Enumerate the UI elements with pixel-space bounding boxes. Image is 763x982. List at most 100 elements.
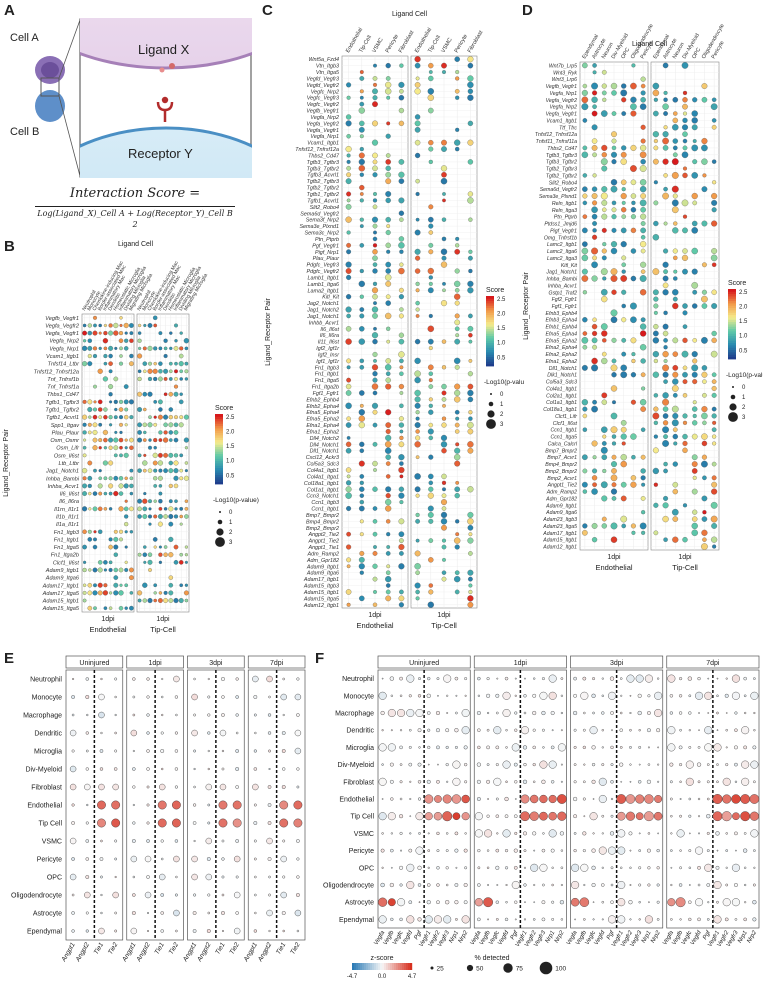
dot [454, 575, 461, 583]
dot [173, 422, 179, 427]
facet-header [666, 655, 760, 669]
row-label: Tgfb3_Tgfbr3 [307, 160, 339, 166]
dot [158, 560, 163, 564]
dot [193, 785, 196, 789]
dot [408, 694, 412, 698]
dot [591, 213, 598, 220]
dot [71, 857, 75, 861]
dot [399, 831, 403, 835]
dot [638, 866, 642, 870]
dot [415, 493, 420, 498]
dot [371, 402, 379, 409]
dot [384, 447, 392, 454]
dot [408, 745, 412, 749]
dot [454, 319, 461, 326]
dot [373, 590, 377, 594]
score-legend-swatch [728, 324, 736, 327]
dot [399, 403, 404, 409]
dot [163, 590, 168, 595]
dot [611, 90, 617, 96]
row-label: Col4a1_Itgb1 [307, 468, 339, 474]
dot [69, 783, 77, 791]
dot [398, 351, 405, 358]
dot [582, 413, 588, 419]
dot [103, 560, 108, 565]
facet-label: Tip-Cell [150, 625, 176, 634]
dot [731, 794, 741, 804]
dot [691, 364, 699, 372]
dot [372, 204, 378, 210]
dot [514, 694, 517, 697]
dot [123, 483, 129, 489]
dot [266, 837, 273, 845]
dot [750, 691, 759, 700]
dot [600, 158, 608, 166]
dot [523, 762, 527, 767]
dot [653, 502, 659, 508]
dot [219, 783, 227, 791]
dot [82, 567, 87, 573]
dot [582, 331, 588, 336]
dot [129, 483, 134, 489]
row-label: Pigf_Nrp1 [315, 250, 339, 256]
dot [346, 557, 352, 563]
dot [414, 268, 421, 274]
dot [253, 857, 257, 861]
row-label: Tgfb3_Tgfbr2 [307, 166, 339, 172]
dot [601, 866, 604, 869]
pvalue-legend-tick: 2 [742, 405, 746, 411]
row-label: Dendritic [34, 731, 62, 738]
dot [611, 454, 617, 460]
dot [414, 563, 421, 570]
score-legend-tick: 1.0 [226, 459, 235, 465]
dot [282, 677, 285, 681]
dot [345, 145, 352, 153]
row-label: Efna1_Epha2 [546, 359, 578, 365]
dot [495, 745, 500, 750]
dot [168, 452, 174, 458]
dot [455, 442, 460, 447]
dot [268, 875, 271, 879]
dot [399, 461, 404, 466]
row-label: Fn1_Itgb3 [315, 365, 339, 371]
score-legend-tick: 2.5 [739, 290, 748, 296]
dot [399, 365, 404, 370]
dot [173, 346, 179, 351]
dot [148, 499, 152, 504]
dot [591, 124, 598, 131]
dot [741, 777, 750, 786]
dot [640, 206, 646, 213]
dot [371, 306, 379, 313]
dot [372, 216, 379, 223]
score-legend-title: Score [486, 287, 504, 294]
dot [132, 785, 136, 789]
dot [600, 192, 608, 200]
dot [436, 831, 440, 836]
dot [676, 829, 685, 838]
dot [398, 531, 405, 538]
dot [118, 506, 124, 512]
panel-letter-e: E [4, 650, 15, 667]
row-label: Ltb_Ltbr [58, 461, 80, 467]
dot [662, 440, 669, 447]
dot [630, 207, 637, 213]
dot [725, 677, 728, 680]
dot [390, 848, 394, 853]
dot [173, 597, 179, 604]
dot [474, 829, 483, 838]
dot [698, 729, 700, 732]
dot [146, 767, 150, 771]
dot [359, 499, 364, 505]
dot [682, 365, 688, 371]
dot [454, 544, 460, 550]
dot [454, 383, 461, 390]
dot [639, 199, 647, 207]
dot [601, 152, 607, 158]
dot [653, 200, 659, 206]
dot [87, 460, 93, 466]
score-legend-swatch [486, 298, 494, 302]
dot [235, 839, 239, 843]
dot [267, 713, 272, 717]
row-label: Macrophage [335, 711, 374, 718]
dot [384, 441, 392, 448]
